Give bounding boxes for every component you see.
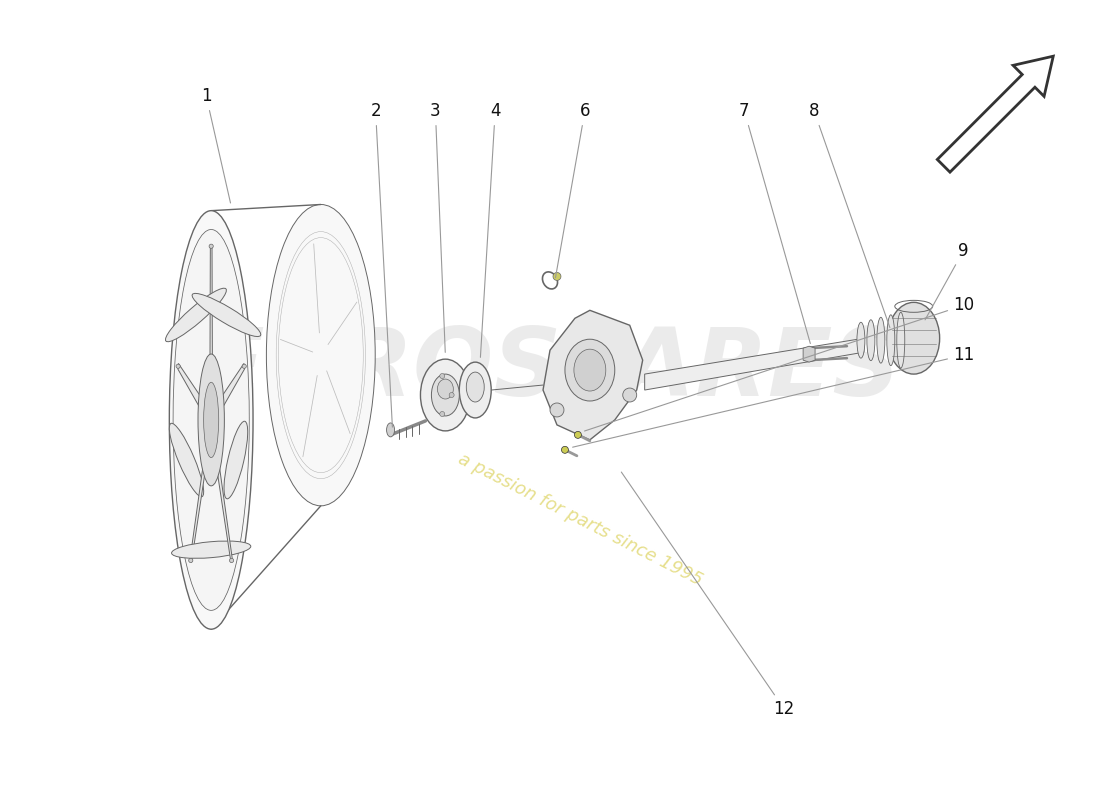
- Polygon shape: [543, 310, 642, 440]
- Ellipse shape: [386, 423, 395, 437]
- Polygon shape: [221, 363, 244, 408]
- Ellipse shape: [172, 541, 251, 558]
- Ellipse shape: [574, 349, 606, 391]
- Text: 6: 6: [556, 102, 590, 278]
- Polygon shape: [178, 363, 201, 408]
- Ellipse shape: [887, 314, 894, 366]
- Ellipse shape: [165, 288, 227, 342]
- Ellipse shape: [431, 374, 460, 416]
- Polygon shape: [803, 346, 815, 362]
- Ellipse shape: [867, 320, 875, 361]
- Text: a passion for parts since 1995: a passion for parts since 1995: [454, 450, 705, 590]
- Circle shape: [440, 411, 444, 417]
- Ellipse shape: [224, 422, 248, 499]
- Polygon shape: [210, 246, 212, 363]
- Ellipse shape: [420, 359, 471, 431]
- Text: 7: 7: [739, 102, 811, 343]
- Polygon shape: [645, 338, 864, 390]
- Ellipse shape: [888, 302, 939, 374]
- Text: 2: 2: [371, 102, 393, 427]
- Ellipse shape: [857, 322, 865, 358]
- Text: 12: 12: [621, 472, 795, 718]
- Text: 8: 8: [808, 102, 890, 328]
- Text: 10: 10: [584, 296, 975, 431]
- Polygon shape: [217, 462, 232, 562]
- Text: EUROSPARES: EUROSPARES: [199, 324, 901, 416]
- Ellipse shape: [204, 382, 219, 458]
- Circle shape: [561, 446, 569, 454]
- Ellipse shape: [173, 230, 250, 610]
- Polygon shape: [937, 56, 1053, 172]
- Ellipse shape: [192, 294, 261, 337]
- Text: 1: 1: [201, 87, 231, 203]
- Text: 4: 4: [481, 102, 500, 358]
- Polygon shape: [190, 462, 206, 562]
- Circle shape: [242, 364, 246, 368]
- Ellipse shape: [460, 362, 492, 418]
- Circle shape: [449, 393, 454, 398]
- Ellipse shape: [438, 379, 453, 399]
- Ellipse shape: [896, 312, 905, 368]
- Circle shape: [176, 364, 180, 368]
- Ellipse shape: [198, 354, 224, 486]
- Ellipse shape: [565, 339, 615, 401]
- Text: 9: 9: [925, 242, 969, 320]
- Circle shape: [623, 388, 637, 402]
- Circle shape: [209, 244, 213, 248]
- Text: 3: 3: [430, 102, 446, 352]
- Text: 11: 11: [573, 346, 975, 447]
- Circle shape: [189, 558, 192, 562]
- Circle shape: [553, 273, 561, 281]
- Ellipse shape: [169, 423, 204, 497]
- Circle shape: [440, 374, 444, 378]
- Ellipse shape: [877, 318, 884, 363]
- Circle shape: [230, 558, 233, 562]
- Circle shape: [574, 431, 582, 438]
- Ellipse shape: [466, 372, 484, 402]
- Ellipse shape: [169, 210, 253, 630]
- Ellipse shape: [266, 205, 375, 506]
- Circle shape: [550, 403, 564, 417]
